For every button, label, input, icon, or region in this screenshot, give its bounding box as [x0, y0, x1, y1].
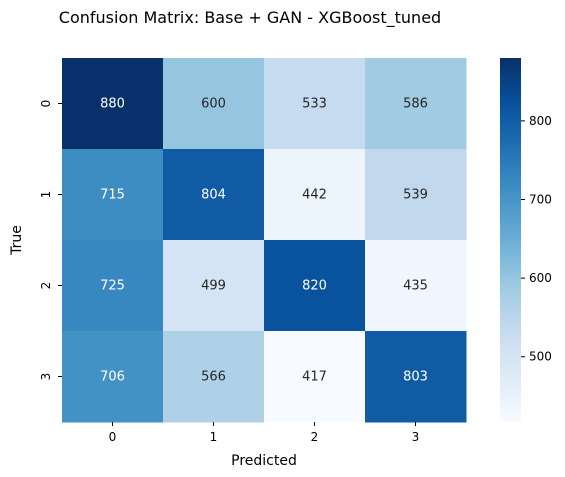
cell-value-1-1: 804 — [201, 188, 226, 203]
heatmap-cell-2-1 — [163, 240, 265, 332]
heatmap-cell-2-2 — [264, 240, 366, 332]
colorbar-tick-label-1: 600 — [529, 271, 552, 285]
cell-value-3-3: 803 — [403, 370, 428, 385]
heatmap-cell-3-0 — [62, 331, 164, 423]
cell-value-3-0: 706 — [100, 370, 125, 385]
cell-value-2-3: 435 — [403, 279, 428, 294]
chart-title: Confusion Matrix: Base + GAN - XGBoost_t… — [59, 8, 441, 28]
cell-value-0-1: 600 — [201, 97, 226, 112]
cell-value-2-0: 725 — [100, 279, 125, 294]
y-tick-label-0: 0 — [39, 100, 53, 108]
heatmap-cell-1-2 — [264, 149, 366, 241]
cell-value-0-0: 880 — [100, 97, 125, 112]
heatmap-cell-0-1 — [163, 58, 265, 150]
y-axis-label: True — [9, 225, 25, 256]
y-tick-label-3: 3 — [39, 373, 53, 381]
heatmap-cell-2-0 — [62, 240, 164, 332]
heatmap-cell-1-0 — [62, 149, 164, 241]
cell-value-1-3: 539 — [403, 188, 428, 203]
x-tick-label-2: 2 — [311, 430, 319, 444]
x-tick-label-0: 0 — [109, 430, 117, 444]
heatmap-cell-0-0 — [62, 58, 164, 150]
x-tick-label-1: 1 — [210, 430, 218, 444]
heatmap-cell-0-2 — [264, 58, 366, 150]
cell-value-1-0: 715 — [100, 188, 125, 203]
heatmap-cell-3-2 — [264, 331, 366, 423]
colorbar — [500, 58, 521, 422]
colorbar-tick-label-3: 800 — [529, 114, 552, 128]
cell-value-3-1: 566 — [201, 370, 226, 385]
heatmap-cell-3-1 — [163, 331, 265, 423]
y-tick-label-1: 1 — [39, 191, 53, 199]
y-axis-ticks: 0 1 2 3 — [39, 100, 62, 381]
cell-value-1-2: 442 — [302, 188, 327, 203]
x-axis-ticks: 0 1 2 3 — [109, 422, 420, 444]
heatmap-cell-3-3 — [365, 331, 467, 423]
heatmap-cell-1-3 — [365, 149, 467, 241]
heatmap-cell-labels: 880 600 533 586 715 804 442 539 725 499 820 435 706 5… — [100, 97, 428, 385]
cell-value-0-2: 533 — [302, 97, 327, 112]
heatmap-cell-1-1 — [163, 149, 265, 241]
cell-value-0-3: 586 — [403, 97, 428, 112]
colorbar-tick-label-2: 700 — [529, 193, 552, 207]
x-axis-label: Predicted — [231, 453, 297, 469]
cell-value-2-1: 499 — [201, 279, 226, 294]
colorbar-ticks: 500 600 700 800 — [521, 114, 552, 364]
heatmap-cell-0-3 — [365, 58, 467, 150]
heatmap-cell-2-3 — [365, 240, 467, 332]
cell-value-2-2: 820 — [302, 279, 327, 294]
y-tick-label-2: 2 — [39, 282, 53, 290]
cell-value-3-2: 417 — [302, 370, 327, 385]
heatmap-cells — [62, 58, 467, 423]
colorbar-tick-label-0: 500 — [529, 350, 552, 364]
x-tick-label-3: 3 — [412, 430, 420, 444]
